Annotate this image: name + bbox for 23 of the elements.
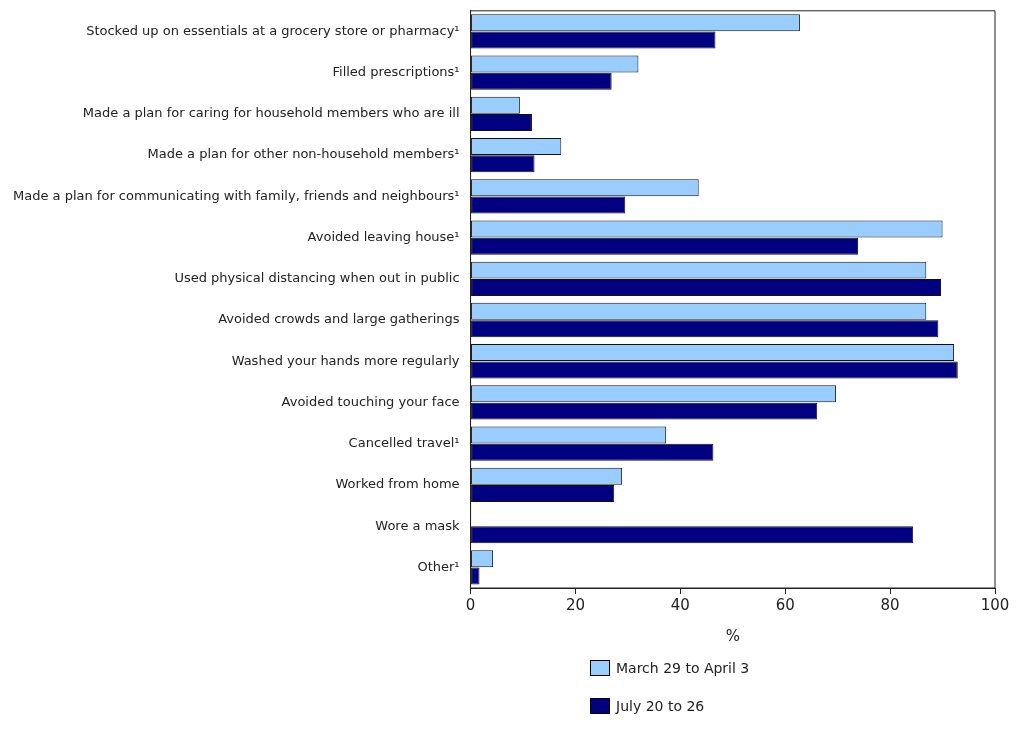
y-tick-label: Other¹ — [417, 558, 460, 574]
legend-label: July 20 to 26 — [616, 698, 705, 714]
legend-label: March 29 to April 3 — [616, 660, 750, 676]
y-tick-label: Wore a mask — [375, 517, 461, 533]
y-tick-label: Filled prescriptions¹ — [332, 64, 460, 80]
x-tick-label: 100 — [980, 595, 1010, 614]
y-tick-label: Washed your hands more regularly — [231, 352, 460, 368]
x-tick-label: 40 — [670, 595, 690, 614]
y-tick-label: Stocked up on essentials at a grocery store or pharmacy¹ — [86, 22, 460, 38]
y-tick-label: Used physical distancing when out in public — [174, 270, 460, 286]
y-tick-label: Avoided touching your face — [281, 393, 460, 409]
y-tick-label: Avoided leaving house¹ — [307, 228, 460, 244]
x-tick-label: 60 — [775, 595, 795, 614]
y-tick-label: Made a plan for communicating with family, friends and neighbours¹ — [12, 187, 460, 203]
x-tick-label: 80 — [880, 595, 900, 614]
x-tick-label: 0 — [465, 595, 476, 614]
y-tick-label: Made a plan for caring for household members who are ill — [82, 105, 460, 121]
y-tick-label: Avoided crowds and large gatherings — [218, 311, 460, 327]
x-tick-label: 20 — [565, 595, 585, 614]
y-tick-label: Made a plan for other non-household members¹ — [147, 146, 460, 162]
x-axis-title: % — [725, 626, 740, 645]
y-tick-label: Cancelled travel¹ — [348, 435, 460, 451]
y-tick-label: Worked from home — [335, 476, 460, 492]
